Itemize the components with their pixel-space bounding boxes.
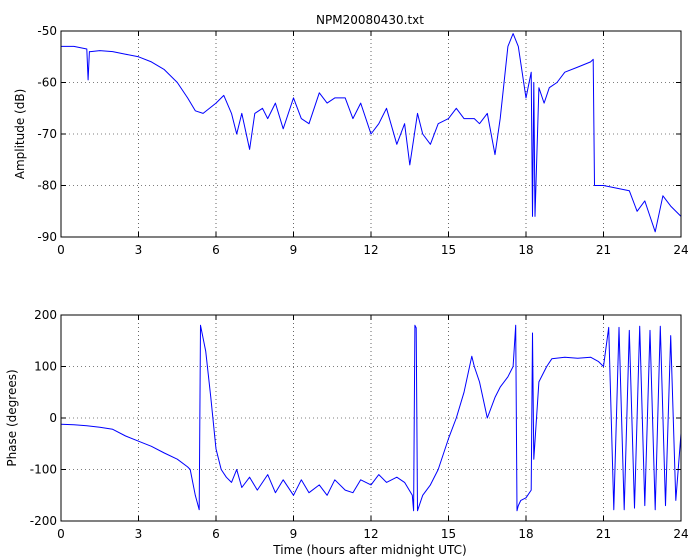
x-tick-label: 21	[596, 527, 611, 541]
x-tick-label: 18	[518, 527, 533, 541]
x-tick-label: 6	[212, 527, 220, 541]
tick-group: 0 3 6 9 12 15 18 21 24 -90 -80 -70 -60 -50	[37, 24, 688, 257]
x-tick-label: 15	[441, 527, 456, 541]
series-line	[60, 324, 682, 512]
x-tick-label: 6	[212, 243, 220, 257]
y-tick-label: -70	[37, 127, 57, 141]
x-tick-label: 21	[596, 243, 611, 257]
y-tick-label: 100	[34, 360, 57, 374]
y-tick-label: 0	[49, 411, 57, 425]
grid-lines	[61, 315, 681, 521]
y-tick-label: -90	[37, 230, 57, 244]
y-tick-label: -60	[37, 76, 57, 90]
x-tick-label: 12	[363, 243, 378, 257]
y-axis-label: Amplitude (dB)	[13, 89, 27, 180]
x-tick-label: 12	[363, 527, 378, 541]
x-tick-label: 18	[518, 243, 533, 257]
x-tick-label: 0	[57, 527, 65, 541]
y-tick-label: -80	[37, 179, 57, 193]
x-tick-label: 15	[441, 243, 456, 257]
phase-panel: 0 3 6 9 12 15 18 21 24 -200 -100 0 100 200 Phase (deg…	[5, 308, 689, 557]
chart-title: NPM20080430.txt	[316, 13, 424, 27]
x-tick-label: 24	[673, 527, 688, 541]
series-line	[61, 33, 682, 233]
grid-lines	[61, 31, 681, 237]
series-group	[60, 324, 682, 512]
y-tick-label: -100	[30, 463, 57, 477]
x-axis-label: Time (hours after midnight UTC)	[272, 543, 466, 557]
x-tick-label: 0	[57, 243, 65, 257]
y-axis-label: Phase (degrees)	[5, 369, 19, 466]
x-tick-label: 3	[135, 243, 143, 257]
y-tick-label: 200	[34, 308, 57, 322]
amplitude-panel: NPM20080430.txt 0 3 6 9 12 15 18 21 24 -90 -80 -70 -…	[13, 13, 689, 257]
x-tick-label: 3	[135, 527, 143, 541]
y-tick-label: -200	[30, 514, 57, 528]
series-group	[61, 33, 682, 233]
x-tick-label: 24	[673, 243, 688, 257]
x-tick-label: 9	[290, 243, 298, 257]
y-tick-label: -50	[37, 24, 57, 38]
tick-group: 0 3 6 9 12 15 18 21 24 -200 -100 0 100 200	[30, 308, 689, 541]
x-tick-label: 9	[290, 527, 298, 541]
